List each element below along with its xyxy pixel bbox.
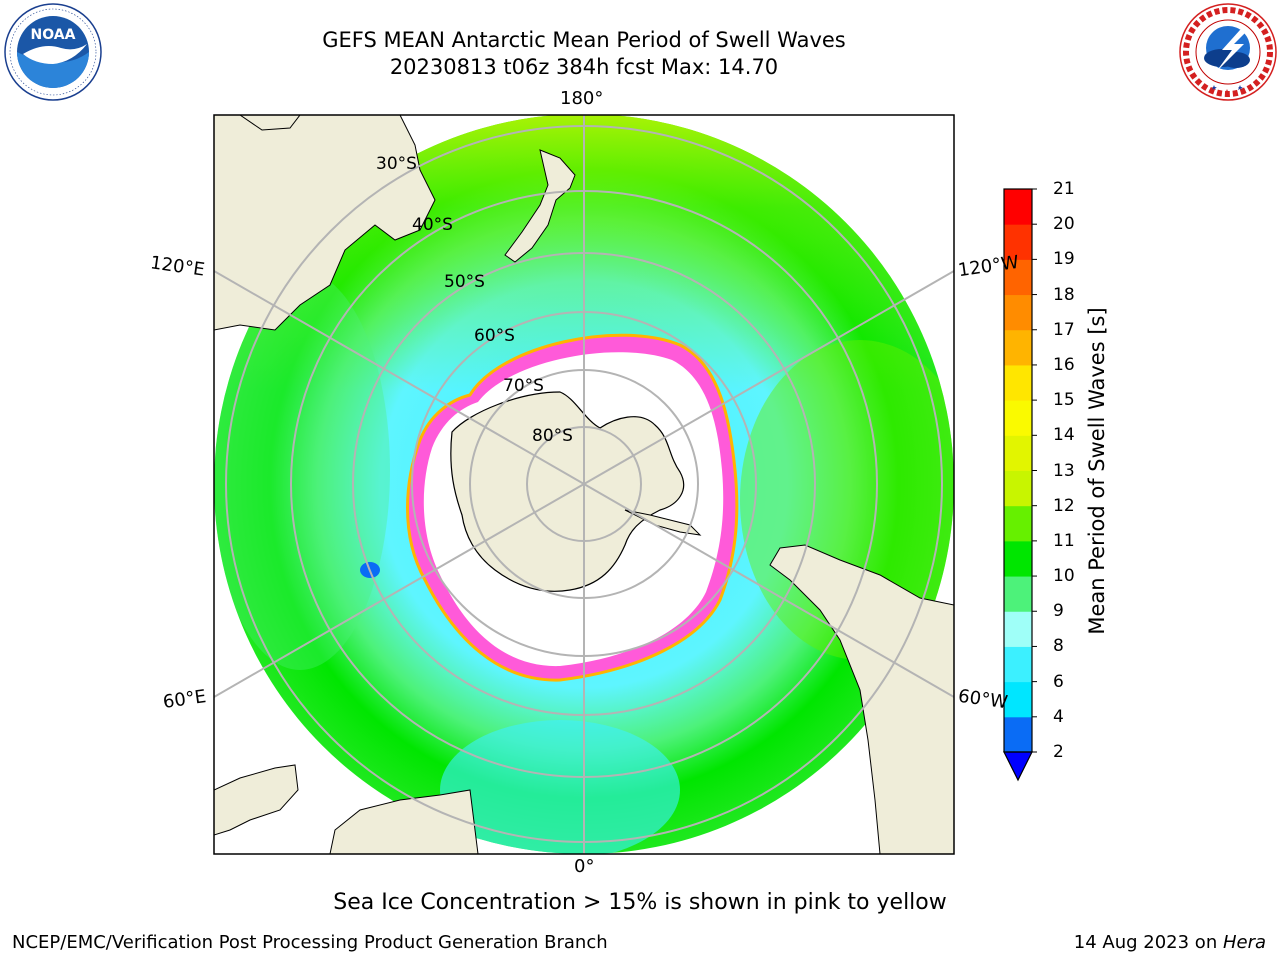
graticule-lon-120w — [583, 270, 954, 485]
colorbar-tick-label: 21 — [1053, 179, 1075, 199]
australia-landmass — [214, 115, 436, 331]
colorbar — [1003, 188, 1037, 782]
colorbar-segment — [1004, 611, 1032, 647]
colorbar-tick-label: 8 — [1053, 636, 1064, 657]
colorbar-tick-label: 11 — [1053, 530, 1075, 551]
colorbar-segment — [1004, 716, 1032, 753]
map-plot-area: 30°S 40°S 50°S 60°S 70°S 80°S — [214, 115, 954, 854]
map-frame — [213, 114, 955, 855]
colorbar-segment — [1004, 364, 1032, 401]
colorbar-segment — [1004, 540, 1032, 577]
colorbar-segment — [1004, 224, 1032, 260]
colorbar-segment — [1004, 329, 1032, 366]
colorbar-segment — [1004, 470, 1032, 507]
footer-machine: Hera — [1222, 932, 1266, 953]
colorbar-segment — [1004, 294, 1032, 331]
colorbar-segment — [1004, 435, 1032, 471]
lat-label-50s: 50°S — [444, 272, 485, 292]
colorbar-tick-label: 15 — [1053, 390, 1075, 411]
africa-landmass — [329, 789, 479, 854]
lat-label-70s: 70°S — [503, 376, 544, 396]
colorbar-tick-label: 6 — [1053, 671, 1064, 692]
lon-label-180: 180° — [560, 88, 604, 109]
colorbar-extend-min — [1003, 751, 1033, 782]
madagascar-landmass — [214, 764, 299, 836]
colorbar-tick-label: 19 — [1053, 249, 1075, 270]
sea-ice-note: Sea Ice Concentration > 15% is shown in … — [333, 890, 947, 915]
colorbar-tick-label: 10 — [1053, 566, 1075, 587]
colorbar-segment — [1004, 400, 1032, 436]
graticule-lon-60w — [583, 483, 954, 698]
colorbar-tick-label: 14 — [1053, 425, 1075, 446]
colorbar-segment — [1004, 189, 1032, 225]
swell-period-south-band — [440, 720, 680, 854]
south-america-landmass — [769, 544, 954, 854]
footer-credit: NCEP/EMC/Verification Post Processing Pr… — [12, 932, 608, 953]
colorbar-segment — [1004, 259, 1032, 296]
colorbar-tick-label: 18 — [1053, 284, 1075, 305]
colorbar-segment — [1004, 505, 1032, 542]
graticule-lon-120e — [214, 270, 585, 485]
map-title: GEFS MEAN Antarctic Mean Period of Swell… — [322, 28, 846, 52]
colorbar-tick-label: 12 — [1053, 495, 1075, 516]
colorbar-segment — [1004, 681, 1032, 718]
graticule-lon-60e — [214, 483, 585, 698]
colorbar-tick-label: 16 — [1053, 354, 1075, 375]
new-guinea-landmass — [239, 115, 301, 131]
lat-label-30s: 30°S — [376, 154, 417, 174]
lat-label-60s: 60°S — [474, 326, 515, 346]
colorbar-segment — [1004, 576, 1032, 612]
new-zealand-landmass — [504, 149, 576, 263]
colorbar-tick-label: 2 — [1053, 742, 1064, 762]
colorbar-frame — [1003, 188, 1033, 753]
colorbar-segment — [1004, 646, 1032, 683]
colorbar-label-text: Mean Period of Swell Waves [s] — [1085, 307, 1109, 635]
colorbar-tick-label: 9 — [1053, 601, 1064, 622]
footer-date: 14 Aug 2023 on Hera — [1074, 932, 1266, 953]
colorbar-tick-label: 17 — [1053, 319, 1075, 340]
lon-label-0: 0° — [574, 856, 595, 877]
noaa-logo-text: NOAA — [31, 27, 76, 43]
colorbar-tick-label: 13 — [1053, 460, 1075, 481]
swell-period-west-band — [214, 270, 390, 670]
national-weather-service-logo-icon — [1179, 3, 1277, 101]
graticule — [214, 115, 954, 854]
colorbar-tick-label: 4 — [1053, 706, 1064, 727]
colorbar-tick-label: 20 — [1053, 214, 1075, 235]
lat-label-40s: 40°S — [412, 215, 453, 235]
noaa-logo-icon: NOAA — [4, 3, 102, 101]
lat-label-80s: 80°S — [532, 426, 573, 446]
map-subtitle: 20230813 t06z 384h fcst Max: 14.70 — [389, 55, 779, 79]
footer-date-text: 14 Aug 2023 on — [1073, 932, 1223, 953]
